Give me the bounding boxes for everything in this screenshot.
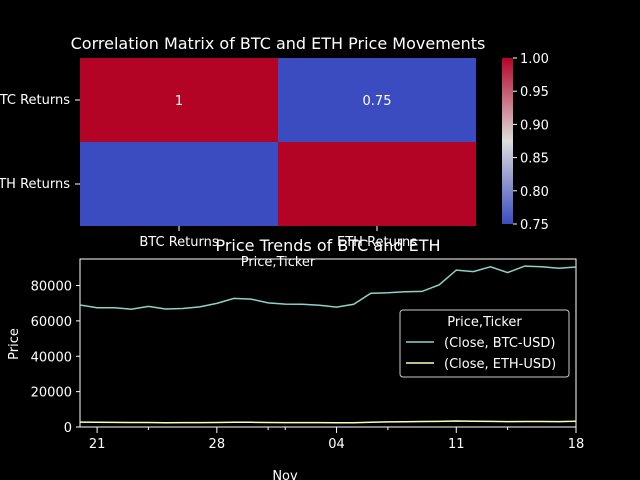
heatmap-grid: 1 0.75 — [80, 58, 476, 226]
heatmap-cell — [278, 142, 476, 226]
line-chart-legend: Price,Ticker (Close, BTC-USD) (Close, ETH-… — [399, 309, 570, 378]
heatmap-row-label-btc: BTC Returns — [0, 93, 70, 108]
line-chart-plot: 0 20000 40000 60000 80000 21 28 04 11 18 — [31, 258, 585, 452]
series-line-btc — [79, 265, 577, 310]
heatmap-xlabel: Price,Ticker — [241, 255, 316, 270]
legend-entry: (Close, ETH-USD) — [444, 357, 556, 372]
x-tick-label: 28 — [209, 437, 226, 452]
colorbar-tick-label: 0.80 — [520, 185, 549, 200]
heatmap-title: Correlation Matrix of BTC and ETH Price … — [71, 34, 486, 53]
heatmap-col-label-eth: ETH Returns — [337, 235, 417, 250]
y-tick-label: 20000 — [31, 386, 72, 401]
heatmap-annotation: 1 — [175, 94, 183, 109]
heatmap-annotation: 0.75 — [363, 94, 392, 109]
plot-frame — [79, 258, 577, 428]
colorbar-bar — [502, 58, 513, 224]
heatmap-cell — [80, 58, 278, 142]
colorbar-tick-label: 0.95 — [520, 85, 549, 100]
colorbar-tick-label: 0.75 — [520, 218, 549, 233]
line-chart-xlabel: Nov — [272, 469, 298, 480]
heatmap-col-label-btc: BTC Returns — [139, 235, 218, 250]
y-tick-label: 60000 — [31, 315, 72, 330]
heatmap-cell — [278, 58, 476, 142]
x-tick-label: 11 — [448, 437, 465, 452]
y-tick-label: 40000 — [31, 350, 72, 365]
legend-entry: (Close, BTC-USD) — [444, 336, 555, 351]
colorbar-tick-label: 0.90 — [520, 118, 549, 133]
x-tick-label: 21 — [89, 437, 106, 452]
series-line-eth — [79, 420, 577, 424]
legend-title: Price,Ticker — [447, 315, 522, 330]
colorbar-tick-label: 0.85 — [520, 152, 549, 167]
y-tick-label: 0 — [64, 421, 72, 436]
x-tick-label: 18 — [568, 437, 585, 452]
colorbar: 0.75 0.80 0.85 0.90 0.95 1.00 — [502, 52, 549, 233]
legend-box — [399, 309, 570, 378]
colorbar-tick-label: 1.00 — [520, 52, 549, 67]
x-tick-label: 04 — [328, 437, 345, 452]
line-chart-ylabel: Price — [7, 328, 22, 360]
line-chart-title: Price Trends of BTC and ETH — [215, 236, 440, 255]
heatmap-row-label-eth: ETH Returns — [0, 177, 70, 192]
heatmap-cell — [80, 142, 278, 226]
y-tick-label: 80000 — [31, 280, 72, 295]
